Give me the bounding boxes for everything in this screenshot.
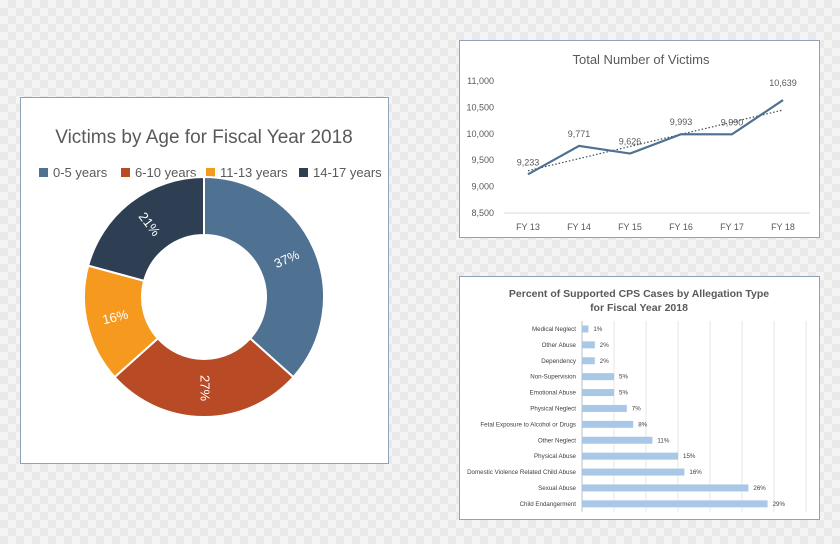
line-y-tick-3: 10,000 bbox=[466, 129, 494, 139]
line-x-tick-5: FY 18 bbox=[771, 222, 795, 232]
line-trendline bbox=[527, 109, 784, 172]
bar-category-0: Medical Neglect bbox=[532, 326, 576, 333]
line-series: 9,233 9,771 9,626 9,993 9,990 10,639 bbox=[517, 78, 797, 176]
legend-label-3: 14-17 years bbox=[313, 165, 382, 180]
line-x-axis: FY 13 FY 14 FY 15 FY 16 FY 17 FY 18 bbox=[504, 212, 810, 232]
legend-swatch-2 bbox=[206, 168, 215, 177]
line-x-tick-4: FY 17 bbox=[720, 222, 744, 232]
donut-slice-1 bbox=[113, 336, 295, 418]
line-y-tick-2: 9,500 bbox=[471, 155, 494, 165]
bar-data-label-4: 5% bbox=[619, 390, 628, 397]
bar-6 bbox=[582, 420, 634, 428]
bar-category-4: Emotional Abuse bbox=[530, 390, 577, 397]
bar-category-11: Child Endangerment bbox=[520, 501, 577, 508]
bar-data-label-3: 5% bbox=[619, 374, 628, 381]
line-y-axis: 8,500 9,000 9,500 10,000 10,500 11,000 bbox=[466, 76, 494, 218]
bar-chart-svg: Percent of Supported CPS Cases by Allega… bbox=[467, 288, 807, 512]
bar-0 bbox=[582, 325, 589, 333]
bar-data-label-9: 16% bbox=[689, 469, 702, 476]
donut-legend: 0-5 years 6-10 years 11-13 years 14-17 year… bbox=[39, 165, 382, 180]
line-data-label-2: 9,626 bbox=[619, 137, 642, 147]
bar-9 bbox=[582, 468, 685, 476]
bar-data-label-2: 2% bbox=[600, 358, 609, 365]
line-y-tick-5: 11,000 bbox=[467, 76, 494, 86]
legend-swatch-3 bbox=[299, 168, 308, 177]
bar-data-label-5: 7% bbox=[632, 405, 641, 412]
line-y-tick-1: 9,000 bbox=[471, 182, 494, 192]
legend-label-2: 11-13 years bbox=[220, 165, 288, 180]
line-y-tick-4: 10,500 bbox=[466, 102, 494, 112]
line-x-tick-0: FY 13 bbox=[516, 222, 540, 232]
bar-4 bbox=[582, 389, 614, 397]
line-data-label-4: 9,990 bbox=[721, 117, 744, 127]
line-series-path bbox=[527, 99, 784, 176]
bar-data-label-1: 2% bbox=[600, 342, 609, 349]
bar-data-label-10: 26% bbox=[753, 485, 766, 492]
bar-rows: Medical Neglect 1% Other Abuse 2% Dependency… bbox=[467, 325, 786, 508]
bar-1 bbox=[582, 341, 595, 349]
line-x-tick-3: FY 16 bbox=[669, 222, 693, 232]
bar-7 bbox=[582, 436, 653, 444]
line-data-label-3: 9,993 bbox=[670, 117, 693, 127]
bar-category-2: Dependency bbox=[541, 358, 577, 365]
bar-5 bbox=[582, 404, 627, 412]
bar-8 bbox=[582, 452, 678, 460]
donut-data-label-2: 16% bbox=[101, 307, 130, 328]
donut-title: Victims by Age for Fiscal Year 2018 bbox=[55, 127, 352, 148]
donut-chart-panel: Victims by Age for Fiscal Year 2018 0-5 … bbox=[20, 97, 389, 464]
bar-category-6: Fetal Exposure to Alcohol or Drugs bbox=[480, 421, 576, 428]
bar-data-label-7: 11% bbox=[657, 437, 669, 444]
line-chart-panel: Total Number of Victims 8,500 9,000 9,500 1… bbox=[459, 40, 820, 238]
donut-slice-3 bbox=[86, 175, 205, 283]
line-x-tick-2: FY 15 bbox=[618, 222, 642, 232]
line-data-label-5: 10,639 bbox=[769, 78, 797, 88]
bar-category-3: Non-Supervision bbox=[530, 374, 576, 381]
bar-grid bbox=[581, 321, 807, 512]
legend-label-0: 0-5 years bbox=[53, 165, 108, 180]
bar-category-10: Sexual Abuse bbox=[538, 485, 576, 492]
line-y-tick-0: 8,500 bbox=[471, 208, 494, 218]
bar-category-9: Domestic Violence Related Child Abuse bbox=[467, 469, 576, 476]
bar-data-label-11: 29% bbox=[773, 501, 786, 508]
bar-category-1: Other Abuse bbox=[542, 342, 577, 349]
legend-swatch-0 bbox=[39, 168, 48, 177]
bar-category-5: Physical Neglect bbox=[530, 405, 576, 412]
line-data-label-0: 9,233 bbox=[517, 157, 540, 167]
donut-data-label-1: 27% bbox=[198, 375, 213, 401]
bar-subtitle: for Fiscal Year 2018 bbox=[590, 302, 688, 314]
bar-data-label-8: 15% bbox=[683, 453, 696, 460]
line-x-tick-1: FY 14 bbox=[567, 222, 591, 232]
bar-category-7: Other Neglect bbox=[538, 437, 576, 444]
bar-2 bbox=[582, 357, 595, 365]
bar-chart-panel: Percent of Supported CPS Cases by Allega… bbox=[459, 276, 820, 520]
line-title: Total Number of Victims bbox=[572, 52, 710, 67]
bar-category-8: Physical Abuse bbox=[534, 453, 577, 460]
bar-11 bbox=[582, 500, 768, 508]
bar-data-label-6: 8% bbox=[638, 421, 647, 428]
bar-10 bbox=[582, 484, 749, 492]
legend-label-1: 6-10 years bbox=[135, 165, 197, 180]
bar-3 bbox=[582, 373, 614, 381]
legend-swatch-1 bbox=[121, 168, 130, 177]
donut-slices bbox=[83, 175, 325, 418]
donut-slice-0 bbox=[203, 175, 325, 379]
bar-data-label-0: 1% bbox=[593, 326, 602, 333]
line-chart-svg: Total Number of Victims 8,500 9,000 9,500 1… bbox=[466, 52, 810, 232]
bar-title: Percent of Supported CPS Cases by Allega… bbox=[509, 288, 769, 300]
line-data-label-1: 9,771 bbox=[568, 129, 591, 139]
donut-chart-svg: Victims by Age for Fiscal Year 2018 0-5 … bbox=[39, 127, 382, 418]
